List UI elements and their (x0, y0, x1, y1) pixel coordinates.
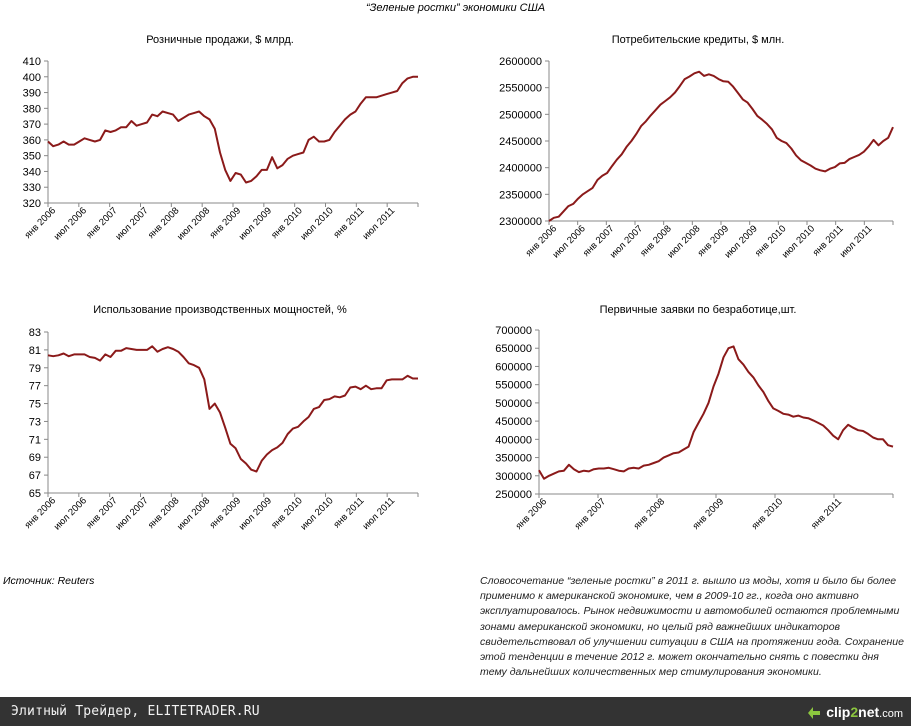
y-tick-label: 340 (23, 166, 41, 178)
chart-title: Первичные заявки по безработице,шт. (600, 304, 797, 316)
y-tick-label: 350 (23, 151, 41, 163)
series-line (538, 345, 894, 480)
y-tick-label: 550000 (495, 380, 532, 392)
y-tick-label: 370 (23, 119, 41, 131)
y-tick-label: 360 (23, 135, 41, 147)
y-tick-label: 400000 (495, 434, 532, 446)
y-tick-label: 81 (29, 345, 41, 357)
y-tick-label: 500000 (495, 398, 532, 410)
x-tick-label: июл 2008 (175, 495, 212, 532)
y-tick-label: 71 (29, 434, 41, 446)
y-tick-label: 65 (29, 488, 41, 500)
y-tick-label: 69 (29, 452, 41, 464)
x-tick-label: июл 2006 (52, 495, 89, 532)
series-line (548, 70, 894, 222)
y-tick-label: 2500000 (499, 109, 542, 121)
x-tick-label: янв 2011 (809, 496, 844, 531)
chart-jobless-claims: Первичные заявки по безработице,шт. 70000… (495, 304, 894, 532)
y-tick-label: 2400000 (499, 163, 542, 175)
x-tick-label: янв 2007 (573, 496, 609, 532)
y-tick-label: 250000 (495, 489, 532, 501)
y-tick-label: 450000 (495, 416, 532, 428)
x-tick-label: июл 2007 (113, 205, 150, 242)
y-tick-label: 67 (29, 470, 41, 482)
chart-capacity-utilization: Использование производственных мощностей… (23, 304, 419, 532)
clip2net-logo[interactable]: clip2net.com (805, 700, 903, 723)
y-tick-label: 83 (29, 327, 41, 339)
y-tick-label: 700000 (495, 325, 532, 337)
y-tick-label: 350000 (495, 453, 532, 465)
chart-title: Использование производственных мощностей… (93, 304, 347, 316)
y-tick-label: 600000 (495, 361, 532, 373)
clip2net-logo-icon (808, 706, 821, 719)
x-tick-label: янв 2006 (514, 496, 550, 532)
y-tick-label: 77 (29, 381, 41, 393)
x-tick-label: июл 2010 (298, 495, 335, 532)
chart-retail-sales: Розничные продажи, $ млрд. 410 400 390 380 37… (23, 34, 419, 242)
y-tick-label: 400 (23, 72, 41, 84)
x-tick-label: янв 2008 (632, 496, 668, 532)
chart-consumer-credit: Потребительские кредиты, $ млн. 2600000 25… (499, 34, 894, 260)
x-tick-label: июл 2009 (237, 495, 274, 532)
y-tick-label: 2350000 (499, 189, 542, 201)
y-tick-label: 2300000 (499, 216, 542, 228)
y-tick-label: 2450000 (499, 136, 542, 148)
page-title: “Зеленые ростки” экономики США (365, 2, 546, 14)
y-tick-label: 2550000 (499, 83, 542, 95)
y-tick-label: 650000 (495, 343, 532, 355)
y-tick-label: 410 (23, 56, 41, 68)
x-tick-label: янв 2010 (750, 496, 786, 532)
y-tick-label: 2600000 (499, 56, 542, 68)
x-tick-label: янв 2009 (691, 496, 727, 532)
y-tick-label: 320 (23, 198, 41, 210)
footer-site-label: Элитный Трейдер, ELITETRADER.RU (11, 704, 260, 719)
y-tick-label: 73 (29, 416, 41, 428)
x-tick-label: июл 2006 (52, 205, 89, 242)
y-tick-label: 390 (23, 88, 41, 100)
x-tick-label: июл 2009 (237, 205, 274, 242)
chart-title: Потребительские кредиты, $ млн. (612, 34, 785, 46)
series-line (47, 345, 418, 473)
clip2net-logo-text: clip2net.com (826, 703, 903, 720)
y-tick-label: 75 (29, 399, 41, 411)
x-tick-label: июл 2007 (113, 495, 150, 532)
x-tick-label: июл 2011 (361, 495, 398, 532)
chart-title: Розничные продажи, $ млрд. (146, 34, 294, 46)
footer-bar: Элитный Трейдер, ELITETRADER.RU clip2net… (0, 697, 911, 726)
source-note: Источник: Reuters (3, 575, 95, 587)
x-tick-label: июл 2010 (298, 205, 335, 242)
description-text: Словосочетание “зеленые ростки” в 2011 г… (480, 575, 904, 679)
series-line (47, 75, 418, 184)
y-tick-label: 300000 (495, 471, 532, 483)
y-tick-label: 330 (23, 182, 41, 194)
y-tick-label: 79 (29, 363, 41, 375)
x-tick-label: июл 2008 (175, 205, 212, 242)
y-tick-label: 380 (23, 103, 41, 115)
x-tick-label: июл 2011 (361, 205, 398, 242)
